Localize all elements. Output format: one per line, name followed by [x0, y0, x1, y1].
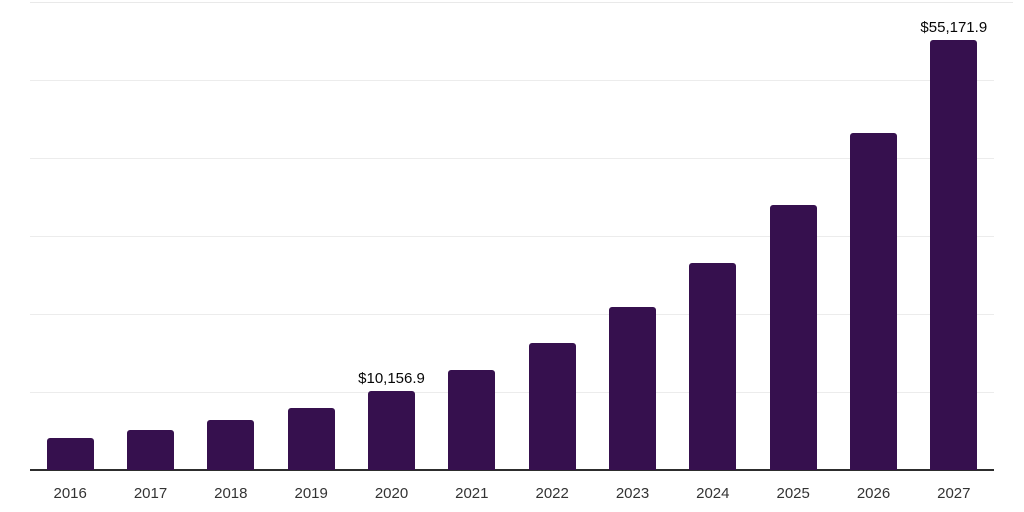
gridline-50000: [30, 80, 994, 82]
bar-2026: [850, 132, 897, 470]
bar-2017: [127, 430, 174, 470]
x-tick-label-2026: 2026: [856, 485, 891, 502]
bar-2019: [287, 407, 335, 470]
x-tick-label-2017: 2017: [133, 485, 168, 502]
x-tick-label-2016: 2016: [53, 485, 87, 502]
bar-2020: [368, 390, 415, 470]
bar-2022: [528, 342, 576, 470]
gridline-20000: [30, 314, 994, 316]
gridline-60000: [30, 2, 1013, 4]
bar-2025: [769, 205, 817, 470]
bar-2024: [689, 262, 737, 470]
x-tick-label-2027: 2027: [937, 485, 971, 502]
gridline-40000: [30, 158, 994, 160]
x-tick-label-2024: 2024: [696, 485, 730, 502]
x-tick-label-2021: 2021: [455, 485, 489, 502]
x-axis-line: [30, 468, 994, 471]
x-tick-label-2019: 2019: [294, 485, 328, 502]
data-label-2020: $10,156.9: [358, 369, 425, 387]
bar-2021: [448, 369, 496, 470]
data-label-2027: $55,171.9: [920, 19, 988, 36]
x-tick-label-2022: 2022: [535, 485, 569, 502]
x-tick-label-2023: 2023: [615, 485, 650, 502]
bar-2027: [930, 40, 978, 470]
x-tick-label-2018: 2018: [214, 485, 248, 502]
x-tick-label-2025: 2025: [776, 485, 810, 502]
bar-2023: [609, 307, 656, 470]
bar-2016: [46, 438, 94, 470]
gridline-10000: [30, 392, 994, 394]
gridline-30000: [30, 236, 994, 238]
bar-2018: [207, 420, 255, 470]
x-tick-label-2020: 2020: [374, 485, 409, 502]
